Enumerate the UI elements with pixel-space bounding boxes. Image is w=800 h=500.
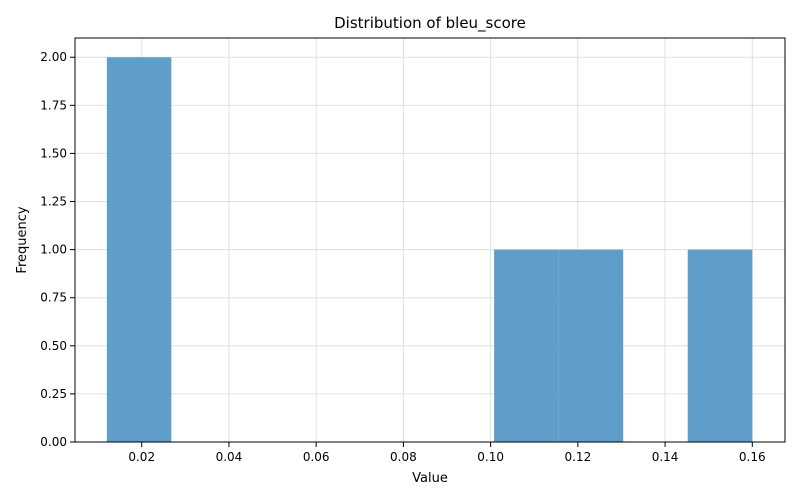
x-tick-label: 0.10 [477,450,504,464]
y-tick-label: 0.25 [40,387,67,401]
y-tick-label: 1.50 [40,146,67,160]
x-tick-label: 0.16 [739,450,766,464]
histogram-bar [494,249,559,442]
y-tick-label: 0.00 [40,435,67,449]
x-tick-label: 0.12 [564,450,591,464]
y-tick-label: 0.50 [40,339,67,353]
y-axis-ticks: 0.00 0.25 0.50 0.75 1.00 1.25 1.50 1.75 2.00 [40,50,75,449]
y-tick-label: 1.25 [40,195,67,209]
bars [106,57,753,442]
y-tick-label: 2.00 [40,50,67,64]
y-axis-label: Frequency [15,206,30,273]
y-tick-label: 1.00 [40,243,67,257]
y-tick-label: 1.75 [40,98,67,112]
chart-title: Distribution of bleu_score [334,14,526,33]
histogram-bar [106,57,172,442]
x-tick-label: 0.04 [216,450,243,464]
y-tick-label: 0.75 [40,291,67,305]
x-tick-label: 0.06 [303,450,330,464]
x-axis-ticks: 0.02 0.04 0.06 0.08 0.10 0.12 0.14 0.16 [128,442,766,464]
plot-frame [74,37,786,443]
grid [75,38,785,443]
axes [74,37,786,443]
x-tick-label: 0.14 [652,450,679,464]
x-tick-label: 0.02 [128,450,155,464]
x-tick-label: 0.08 [390,450,417,464]
x-axis-label: Value [412,471,448,486]
histogram-bar [558,249,624,442]
histogram-bar [687,249,753,442]
